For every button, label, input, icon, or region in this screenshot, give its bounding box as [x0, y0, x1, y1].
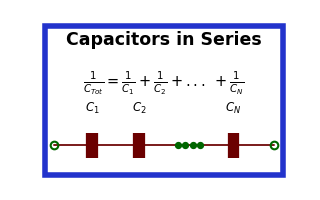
Text: $C_1$: $C_1$ [85, 101, 100, 116]
Text: Capacitors in Series: Capacitors in Series [66, 31, 262, 49]
Text: $\frac{1}{C_{Tot}} = \frac{1}{C_1}+\frac{1}{C_2}+...\;+\frac{1}{C_N}$: $\frac{1}{C_{Tot}} = \frac{1}{C_1}+\frac… [83, 70, 245, 97]
Text: $C_2$: $C_2$ [132, 101, 147, 116]
Text: $C_N$: $C_N$ [225, 101, 242, 116]
